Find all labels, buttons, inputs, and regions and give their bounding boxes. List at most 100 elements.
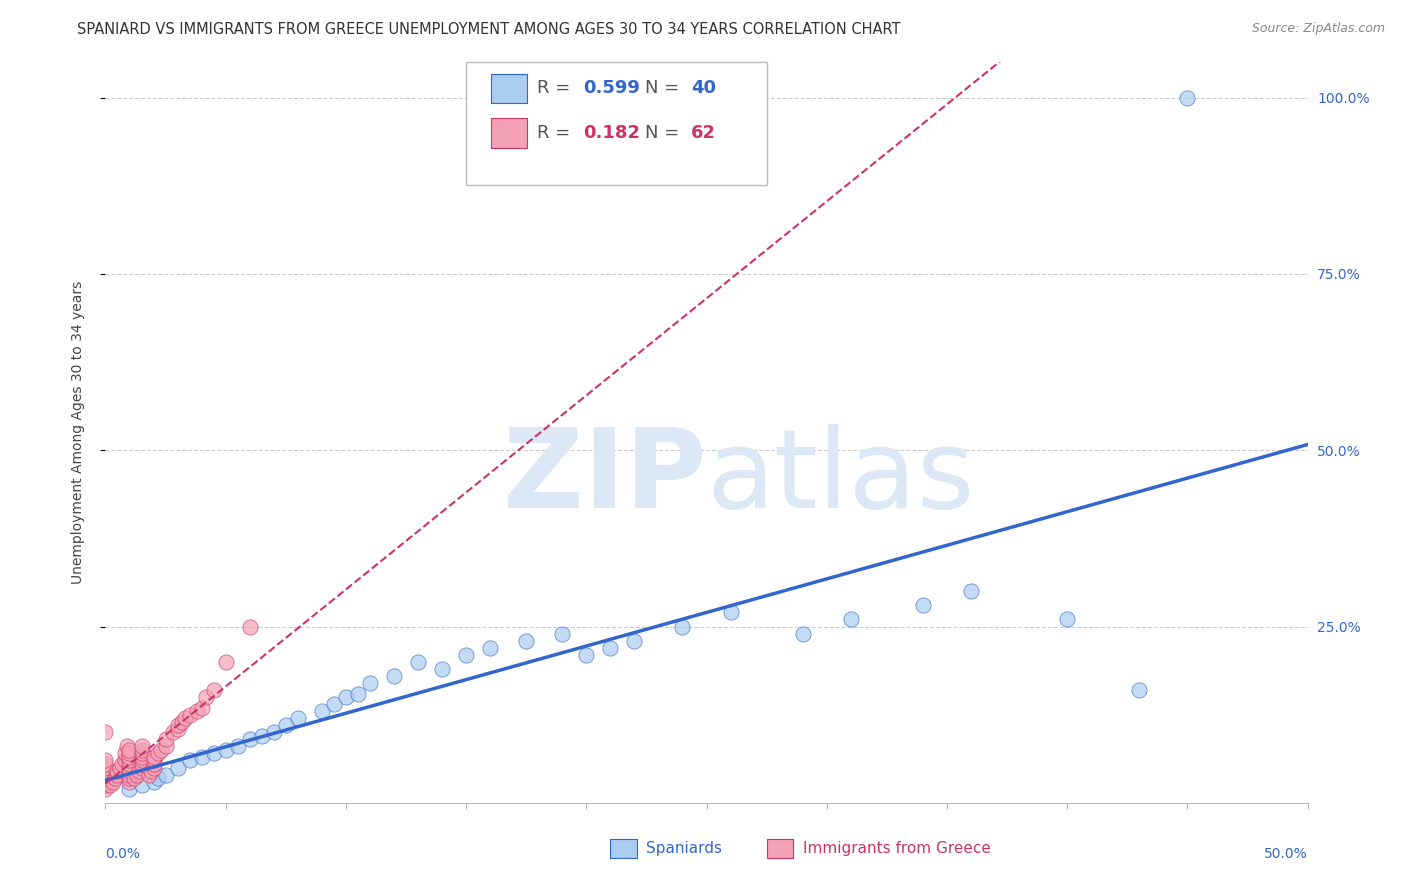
Point — [94, 767, 117, 781]
Point — [792, 626, 814, 640]
Point — [114, 754, 136, 768]
Text: N =: N = — [645, 124, 685, 142]
Point — [104, 771, 127, 785]
Point — [226, 739, 249, 754]
Bar — [491, 73, 527, 103]
Point — [186, 704, 208, 718]
Text: 0.182: 0.182 — [582, 124, 640, 142]
Point — [179, 754, 201, 768]
Point — [94, 725, 117, 739]
Point — [114, 747, 136, 761]
Point — [149, 743, 172, 757]
Point — [107, 767, 129, 781]
Point — [131, 760, 153, 774]
Point — [138, 767, 160, 781]
Text: atlas: atlas — [707, 424, 974, 531]
Point — [115, 739, 138, 754]
Point — [94, 764, 117, 778]
FancyBboxPatch shape — [467, 62, 766, 185]
Point — [118, 767, 141, 781]
Point — [142, 754, 165, 768]
Text: 0.599: 0.599 — [582, 79, 640, 97]
Point — [1128, 683, 1150, 698]
Point — [94, 781, 117, 796]
Text: 50.0%: 50.0% — [1264, 847, 1308, 861]
Point — [124, 771, 146, 785]
Point — [118, 757, 141, 772]
Point — [118, 754, 141, 768]
Point — [118, 747, 141, 761]
Point — [139, 764, 162, 778]
Point — [101, 774, 124, 789]
Point — [118, 781, 141, 796]
Text: 40: 40 — [690, 79, 716, 97]
Text: 62: 62 — [690, 124, 716, 142]
Point — [94, 771, 117, 785]
Point — [720, 606, 742, 620]
Y-axis label: Unemployment Among Ages 30 to 34 years: Unemployment Among Ages 30 to 34 years — [70, 281, 84, 584]
Point — [155, 739, 177, 754]
Point — [359, 676, 381, 690]
Text: ZIP: ZIP — [503, 424, 707, 531]
Point — [131, 747, 153, 761]
Point — [671, 619, 693, 633]
Point — [202, 683, 225, 698]
Point — [162, 725, 184, 739]
Text: N =: N = — [645, 79, 685, 97]
Point — [599, 640, 621, 655]
Point — [911, 599, 934, 613]
Point — [142, 750, 165, 764]
Point — [142, 774, 165, 789]
Point — [202, 747, 225, 761]
Point — [250, 729, 273, 743]
Point — [111, 757, 134, 772]
Point — [148, 771, 170, 785]
Point — [131, 750, 153, 764]
Point — [382, 669, 405, 683]
Point — [839, 612, 862, 626]
Point — [107, 764, 129, 778]
Point — [347, 686, 370, 700]
Point — [322, 697, 344, 711]
Text: R =: R = — [537, 124, 576, 142]
Point — [179, 707, 201, 722]
Point — [128, 764, 150, 778]
Point — [172, 714, 194, 729]
Bar — [491, 118, 527, 147]
Point — [263, 725, 285, 739]
Point — [551, 626, 574, 640]
Point — [148, 747, 170, 761]
Point — [456, 648, 478, 662]
Point — [311, 704, 333, 718]
Point — [131, 778, 153, 792]
Text: 0.0%: 0.0% — [105, 847, 141, 861]
Point — [239, 732, 262, 747]
Point — [155, 767, 177, 781]
Point — [406, 655, 429, 669]
Point — [195, 690, 218, 704]
Point — [214, 743, 236, 757]
Text: Immigrants from Greece: Immigrants from Greece — [803, 841, 991, 856]
Point — [94, 778, 117, 792]
Point — [960, 584, 983, 599]
Point — [287, 711, 309, 725]
Point — [214, 655, 236, 669]
Point — [131, 754, 153, 768]
Point — [131, 743, 153, 757]
Point — [142, 760, 165, 774]
Point — [94, 754, 117, 768]
Point — [118, 743, 141, 757]
Point — [166, 722, 188, 736]
Point — [479, 640, 502, 655]
Point — [142, 757, 165, 772]
Point — [118, 760, 141, 774]
Point — [118, 750, 141, 764]
Point — [166, 718, 188, 732]
Point — [1056, 612, 1078, 626]
Point — [94, 760, 117, 774]
Bar — [766, 838, 793, 858]
Point — [173, 711, 195, 725]
Point — [166, 760, 188, 774]
Point — [274, 718, 297, 732]
Point — [108, 760, 131, 774]
